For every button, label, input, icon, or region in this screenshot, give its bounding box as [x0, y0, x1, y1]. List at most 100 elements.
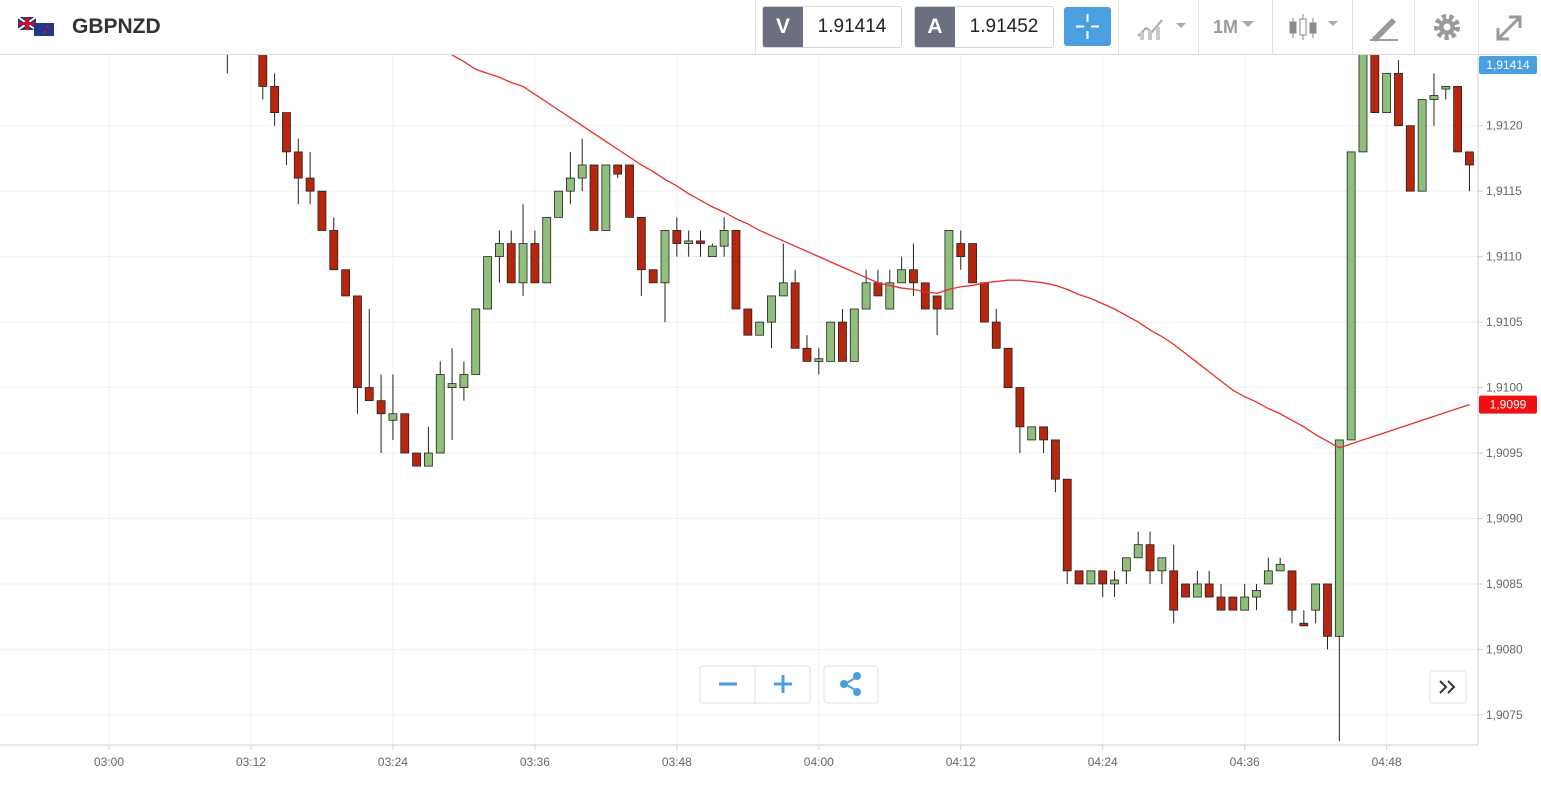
- candle-body: [483, 256, 492, 310]
- x-tick-label: 04:00: [804, 755, 834, 769]
- candle-body: [731, 230, 741, 310]
- chevron: [1447, 680, 1456, 694]
- separator: [1118, 0, 1119, 54]
- candle-body: [944, 230, 954, 310]
- share-button[interactable]: [823, 665, 879, 704]
- separator: [1272, 0, 1273, 54]
- candle-body: [1323, 583, 1332, 637]
- candle-body: [1311, 583, 1321, 611]
- candle-body: [707, 245, 717, 258]
- share-icon: [853, 672, 861, 680]
- x-tick-label: 03:12: [236, 755, 266, 769]
- x-tick-label: 03:00: [94, 755, 124, 769]
- buy-button[interactable]: A 1.91452: [914, 6, 1054, 48]
- price-tag: [1479, 395, 1537, 414]
- fullscreen-button[interactable]: [1494, 13, 1524, 43]
- settings-button[interactable]: [1432, 12, 1462, 42]
- sell-button[interactable]: V 1.91414: [762, 6, 902, 48]
- candle-body: [1110, 579, 1119, 585]
- indicators-button[interactable]: [1136, 14, 1190, 42]
- share-box: [823, 665, 879, 704]
- candle-body: [802, 347, 812, 362]
- candle-body: [1157, 557, 1167, 572]
- candle-body: [601, 164, 611, 231]
- y-tick-label: 1,9110: [1486, 250, 1522, 264]
- candle-body: [755, 321, 765, 336]
- candle-body: [293, 151, 303, 179]
- candle-body: [1074, 570, 1084, 585]
- candle-body: [790, 282, 800, 349]
- candle-body: [1192, 583, 1202, 598]
- candle-body: [1181, 583, 1190, 598]
- symbol: GBPNZD: [72, 15, 161, 38]
- candle-body: [494, 243, 504, 258]
- buy-label: A: [915, 7, 955, 47]
- candle-body: [826, 321, 836, 362]
- candle-body: [1394, 72, 1403, 127]
- x-tick-label: 04:48: [1372, 755, 1402, 769]
- candle-body: [660, 230, 670, 284]
- scroll-right-button[interactable]: [1429, 670, 1467, 704]
- timeframe-arrow: [1242, 21, 1254, 27]
- y-tick-label: 1,9090: [1486, 511, 1523, 525]
- candle-body: [1240, 596, 1250, 611]
- candle-body: [1346, 151, 1356, 441]
- y-tick-label: 1,9085: [1486, 577, 1523, 591]
- candle-body: [1252, 590, 1261, 598]
- candle-body: [1098, 570, 1108, 585]
- timeframe[interactable]: 1M: [1213, 17, 1239, 37]
- candle-body: [1027, 426, 1037, 441]
- separator: [1478, 0, 1479, 54]
- plot-area: [0, 55, 1478, 745]
- flag-star: [46, 25, 50, 29]
- x-tick-label: 03:24: [378, 755, 408, 769]
- candle-body: [838, 321, 847, 362]
- candle-body: [353, 295, 362, 388]
- candle-body: [270, 86, 280, 114]
- gear-hole: [1443, 23, 1451, 31]
- candle-body: [1429, 95, 1439, 100]
- x-tick-label: 03:36: [520, 755, 550, 769]
- axes: 1,9075 1,9080 1,9085 1,9090 1,9095 1,9100 1,91…: [94, 56, 1537, 769]
- candle-body: [932, 295, 942, 310]
- candle-body: [1228, 596, 1238, 611]
- chart-type-button[interactable]: [1288, 12, 1344, 44]
- candle-body: [329, 230, 339, 271]
- crosshair-bg: [1064, 7, 1111, 46]
- candle-body: [849, 308, 859, 362]
- candle-body: [258, 55, 268, 87]
- candle-body: [435, 374, 445, 454]
- candle-body: [554, 190, 563, 218]
- dropdown-arrow: [1242, 21, 1254, 27]
- y-tick-label: 1,9120: [1486, 119, 1523, 133]
- candle-body: [1299, 622, 1309, 627]
- candle-body: [1133, 544, 1143, 559]
- candle-body: [1062, 478, 1072, 572]
- candle-body: [317, 190, 327, 231]
- y-tick-label: 1,9105: [1486, 315, 1523, 329]
- candle-body: [625, 164, 634, 218]
- candle-body: [719, 230, 729, 247]
- indicator-icon: [1140, 32, 1144, 40]
- candle-body: [636, 216, 646, 271]
- scroll-box: [1429, 670, 1467, 704]
- candle-body: [1086, 570, 1096, 585]
- candle-body: [459, 374, 469, 388]
- crosshair-button[interactable]: [1064, 7, 1111, 46]
- y-tick-label: 1,9100: [1486, 381, 1523, 395]
- sell-label: V: [763, 7, 803, 47]
- dropdown-arrow: [1176, 23, 1186, 28]
- candle-body: [542, 216, 552, 284]
- flag-icon: [18, 17, 54, 36]
- share-icon: [840, 680, 848, 688]
- candle-body: [1121, 557, 1131, 572]
- candle-body: [1358, 55, 1368, 153]
- price-tag: [1479, 56, 1537, 74]
- zoom-in-button[interactable]: [774, 675, 792, 693]
- candle-body: [956, 243, 966, 258]
- candle-body: [565, 177, 575, 192]
- moving-average-line: [451, 55, 1470, 449]
- candle-body: [577, 164, 587, 179]
- candle-body: [767, 295, 776, 323]
- drawing-button[interactable]: [1368, 14, 1400, 42]
